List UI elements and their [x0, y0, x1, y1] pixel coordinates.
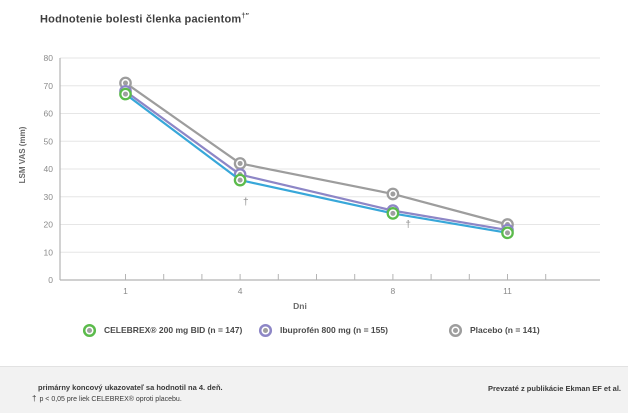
chart-svg: 0 10 20 30 40 50 60 70 80 1 4 8 11 Dni LSM VAS (mm) † †: [18, 53, 600, 311]
placebo-ring-marker-icon: [448, 323, 463, 337]
svg-text:0: 0: [48, 275, 53, 285]
legend-item-ibuprofen: Ibuprofén 800 mg (n = 155): [258, 320, 388, 340]
chart-title: Hodnotenie bolesti členka pacientom†″: [40, 13, 249, 26]
svg-text:1: 1: [123, 286, 128, 296]
svg-text:50: 50: [44, 136, 54, 146]
legend-label-placebo: Placebo (n = 141): [470, 325, 540, 335]
svg-text:40: 40: [44, 164, 54, 174]
svg-text:20: 20: [44, 220, 54, 230]
svg-text:30: 30: [44, 192, 54, 202]
svg-text:80: 80: [44, 53, 54, 63]
dagger-icon: †: [32, 394, 37, 403]
source-reference: Prevzaté z publikácie Ekman EF et al.: [488, 384, 621, 393]
ibuprofen-ring-marker-icon: [258, 323, 273, 337]
svg-text:70: 70: [44, 81, 54, 91]
svg-text:Dni: Dni: [293, 301, 307, 311]
legend-item-celebrex: CELEBREX® 200 mg BID (n = 147): [82, 320, 242, 340]
chart-legend: CELEBREX® 200 mg BID (n = 147) Ibuprofén…: [0, 320, 628, 340]
celebrex-ring-marker-icon: [82, 323, 97, 337]
svg-text:8: 8: [391, 286, 396, 296]
svg-text:†: †: [243, 197, 249, 208]
svg-text:4: 4: [238, 286, 243, 296]
chart-title-text: Hodnotenie bolesti členka pacientom: [40, 13, 242, 26]
legend-label-ibuprofen: Ibuprofén 800 mg (n = 155): [280, 325, 388, 335]
svg-text:11: 11: [503, 286, 512, 296]
footer-bar: primárny koncový ukazovateľ sa hodnotil …: [0, 366, 628, 413]
legend-item-placebo: Placebo (n = 141): [448, 320, 540, 340]
svg-text:10: 10: [44, 247, 54, 257]
svg-text:LSM VAS (mm): LSM VAS (mm): [18, 126, 27, 183]
legend-label-celebrex: CELEBREX® 200 mg BID (n = 147): [104, 325, 243, 335]
footnote-primary-endpoint: primárny koncový ukazovateľ sa hodnotil …: [38, 383, 223, 392]
footnote-pvalue-text: p < 0,05 pre liek CELEBREX® oproti place…: [39, 396, 182, 403]
chart-area: 0 10 20 30 40 50 60 70 80 1 4 8 11 Dni LSM VAS (mm) † †: [0, 40, 628, 315]
chart-title-footnote-marker: †″: [241, 13, 250, 20]
svg-text:†: †: [405, 219, 411, 230]
svg-text:60: 60: [44, 109, 54, 119]
footnote-pvalue: † p < 0,05 pre liek CELEBREX® oproti plac…: [32, 394, 182, 403]
